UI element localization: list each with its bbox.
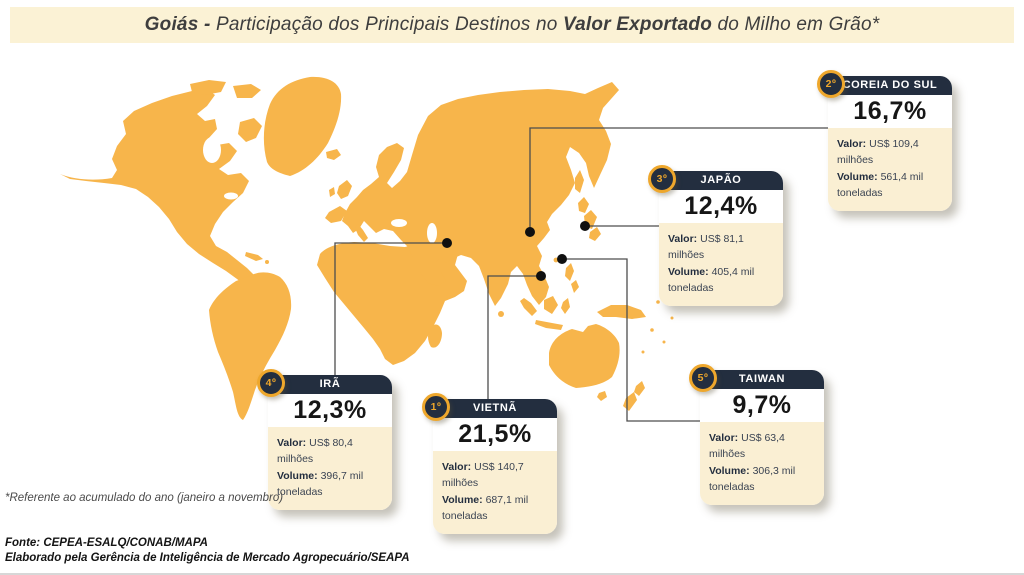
share-percentage: 12,4% xyxy=(659,190,783,223)
valor-value: US$ 63,4 milhões xyxy=(709,432,785,461)
country-name: COREIA DO SUL xyxy=(842,79,938,91)
tasmania xyxy=(597,391,607,401)
indonesia xyxy=(520,296,570,330)
japan-islands xyxy=(578,197,601,241)
volume-label: Volume: xyxy=(277,469,318,482)
card-details: Valor: US$ 140,7 milhões Volume: 687,1 mi… xyxy=(433,451,557,535)
card-header: 1º VIETNÃ xyxy=(422,393,557,421)
country-name: JAPÃO xyxy=(700,174,742,186)
volume-label: Volume: xyxy=(668,265,709,278)
connector-line-vietna xyxy=(487,275,541,401)
iceland xyxy=(326,149,341,160)
rank-badge: 4º xyxy=(257,369,285,397)
card-header: 4º IRÃ xyxy=(257,369,392,397)
volume-value: 561,4 mil toneladas xyxy=(837,170,924,199)
volume-value: 405,4 mil toneladas xyxy=(668,265,755,294)
volume-label: Volume: xyxy=(837,170,878,183)
continent-north-america xyxy=(60,90,285,310)
share-percentage: 12,3% xyxy=(268,394,392,427)
connector-line-taiwan xyxy=(562,258,702,422)
card-header: 3º JAPÃO xyxy=(648,165,783,193)
italy xyxy=(355,224,368,242)
title-regular-1: Participação dos Principais Destinos no xyxy=(215,14,563,35)
greenland xyxy=(263,76,342,176)
volume-value: 687,1 mil toneladas xyxy=(442,493,529,522)
map-marker-dot-ira xyxy=(442,238,452,248)
callout-card-coreia-do-sul: 2º COREIA DO SUL 16,7% Valor: US$ 109,4 … xyxy=(817,70,952,212)
valor-label: Valor: xyxy=(442,461,472,473)
new-guinea xyxy=(597,305,646,319)
valor-label: Valor: xyxy=(837,138,867,150)
share-percentage: 16,7% xyxy=(828,95,952,128)
british-isles xyxy=(329,180,352,199)
callout-card-ira: 4º IRÃ 12,3% Valor: US$ 80,4 milhões Volu… xyxy=(257,369,392,511)
new-zealand xyxy=(623,381,645,411)
valor-value: US$ 140,7 milhões xyxy=(442,461,524,490)
map-marker-dot-coreia xyxy=(525,227,535,237)
philippines xyxy=(565,263,579,293)
footnote: *Referente ao acumulado do ano (janeiro … xyxy=(5,492,284,504)
madagascar xyxy=(428,324,442,348)
source-line-1: Fonte: CEPEA-ESALQ/CONAB/MAPA xyxy=(5,537,208,549)
card-details: Valor: US$ 109,4 milhões Volume: 561,4 mi… xyxy=(828,128,952,212)
volume-value: 306,3 mil toneladas xyxy=(709,464,796,493)
continent-south-america xyxy=(209,272,292,420)
card-details: Valor: US$ 80,4 milhões Volume: 396,7 mil… xyxy=(268,427,392,511)
australia xyxy=(549,324,620,388)
sakhalin xyxy=(575,170,584,193)
title-regular-2: do Milho em Grão* xyxy=(712,14,880,35)
rank-badge: 1º xyxy=(422,393,450,421)
rank-badge: 3º xyxy=(648,165,676,193)
caribbean xyxy=(245,252,263,261)
valor-label: Valor: xyxy=(668,233,698,245)
source-line-2: Elaborado pela Gerência de Inteligência … xyxy=(5,552,410,564)
valor-label: Valor: xyxy=(277,437,307,449)
valor-value: US$ 80,4 milhões xyxy=(277,437,353,466)
callout-card-vietna: 1º VIETNÃ 21,5% Valor: US$ 140,7 milhões… xyxy=(422,393,557,535)
connector-line-ira xyxy=(334,242,447,377)
callout-card-taiwan: 5º TAIWAN 9,7% Valor: US$ 63,4 milhões Vo… xyxy=(689,364,824,506)
map-marker-dot-vietna xyxy=(536,271,546,281)
volume-label: Volume: xyxy=(709,464,750,477)
country-name: IRÃ xyxy=(319,378,341,390)
volume-value: 396,7 mil toneladas xyxy=(277,469,364,498)
rank-badge: 2º xyxy=(817,70,845,98)
iberia xyxy=(325,206,347,223)
volume-label: Volume: xyxy=(442,493,483,506)
card-details: Valor: US$ 81,1 milhões Volume: 405,4 mil… xyxy=(659,223,783,307)
title-bold-valor-exportado: Valor Exportado xyxy=(562,14,713,35)
card-header: 5º TAIWAN xyxy=(689,364,824,392)
valor-value: US$ 81,1 milhões xyxy=(668,233,744,262)
arctic-islands xyxy=(190,80,262,142)
share-percentage: 9,7% xyxy=(700,389,824,422)
valor-label: Valor: xyxy=(709,432,739,444)
page-title: Goiás - Participação dos Principais Dest… xyxy=(10,7,1014,43)
continent-eurasia xyxy=(342,82,619,306)
card-details: Valor: US$ 63,4 milhões Volume: 306,3 mil… xyxy=(700,422,824,506)
country-name: TAIWAN xyxy=(738,373,786,385)
map-marker-dot-japao xyxy=(580,221,590,231)
source-credits: Fonte: CEPEA-ESALQ/CONAB/MAPA Elaborado … xyxy=(5,536,410,566)
title-bold-goias: Goiás - xyxy=(144,14,216,35)
share-percentage: 21,5% xyxy=(433,418,557,451)
card-header: 2º COREIA DO SUL xyxy=(817,70,952,98)
country-name: VIETNÃ xyxy=(473,402,517,414)
connector-line-coreia xyxy=(529,127,832,232)
callout-card-japao: 3º JAPÃO 12,4% Valor: US$ 81,1 milhões Vo… xyxy=(648,165,783,307)
rank-badge: 5º xyxy=(689,364,717,392)
map-marker-dot-taiwan xyxy=(557,254,567,264)
valor-value: US$ 109,4 milhões xyxy=(837,138,919,167)
